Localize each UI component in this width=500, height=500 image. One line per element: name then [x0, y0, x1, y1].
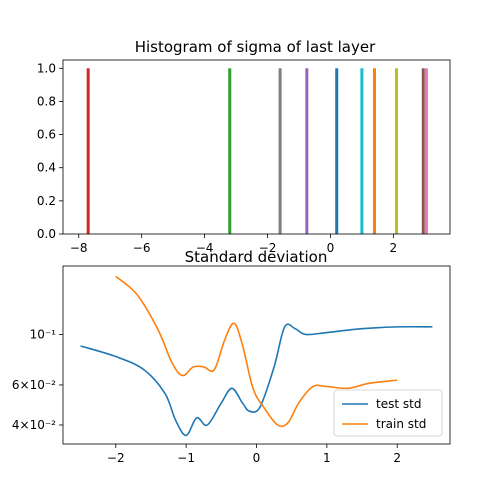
std-x-ticks: −2 −1 0 1 2 — [107, 444, 401, 465]
histogram-y-tick-label-4: 0.8 — [37, 94, 56, 108]
histogram-bar-4 — [335, 68, 339, 235]
std-x-tick-label-4: 2 — [393, 451, 401, 465]
std-title: Standard deviation — [185, 248, 328, 266]
histogram-bar-8 — [421, 68, 425, 235]
histogram-bar-3 — [305, 68, 309, 235]
series-line-1 — [115, 275, 398, 428]
std-x-tick-label-2: 0 — [253, 451, 261, 465]
histogram-x-tick-label-3: −2 — [259, 241, 277, 255]
histogram-y-tick-label-3: 0.6 — [37, 128, 56, 142]
histogram-bar-5 — [360, 68, 364, 235]
std-y-tick-label-2: 4×10⁻² — [12, 418, 56, 432]
histogram-x-tick-label-2: −4 — [196, 241, 214, 255]
series-line-0 — [80, 323, 433, 437]
histogram-x-ticks: −8 −6 −4 −2 0 2 — [70, 234, 397, 255]
histogram-y-tick-label-0: 0.0 — [37, 227, 56, 241]
std-x-tick-label-0: −2 — [107, 451, 125, 465]
histogram-chart: Histogram of sigma of last layer −8 −6 −4−… — [37, 38, 451, 255]
histogram-x-tick-label-5: 2 — [390, 241, 398, 255]
histogram-bar-2 — [278, 68, 282, 235]
histogram-bar-6 — [372, 68, 376, 235]
histogram-plot-frame — [62, 59, 451, 235]
std-x-tick-label-3: 1 — [323, 451, 331, 465]
histogram-y-ticks: 0.0 0.2 0.4 0.6 0.8 1.0 — [37, 61, 63, 241]
std-x-tick-label-1: −1 — [177, 451, 195, 465]
std-y-ticks: 10⁻¹ 6×10⁻² 4×10⁻² — [12, 327, 63, 432]
histogram-x-tick-label-1: −6 — [133, 241, 151, 255]
histogram-bar-0 — [86, 68, 90, 235]
histogram-bars — [86, 68, 428, 235]
std-plot-frame — [62, 265, 451, 445]
histogram-x-tick-label-0: −8 — [70, 241, 88, 255]
histogram-y-tick-label-1: 0.2 — [37, 194, 56, 208]
histogram-x-tick-label-4: 0 — [327, 241, 335, 255]
std-chart: −2 −1 0 1 2 10⁻¹ 6×10⁻² 4×10⁻² Standard deviat… — [12, 248, 451, 465]
histogram-y-tick-label-2: 0.4 — [37, 161, 56, 175]
histogram-bar-1 — [228, 68, 232, 235]
std-y-tick-label-1: 6×10⁻² — [12, 378, 56, 392]
histogram-title: Histogram of sigma of last layer — [135, 38, 376, 56]
legend-label-1: train std — [376, 417, 426, 431]
std-lines — [80, 275, 433, 437]
legend-label-0: test std — [376, 397, 421, 411]
std-y-tick-label-0: 10⁻¹ — [30, 327, 57, 341]
histogram-y-tick-label-5: 1.0 — [37, 61, 56, 75]
histogram-bar-9 — [424, 68, 428, 235]
legend: test std train std — [333, 389, 443, 437]
histogram-bar-7 — [395, 68, 399, 235]
